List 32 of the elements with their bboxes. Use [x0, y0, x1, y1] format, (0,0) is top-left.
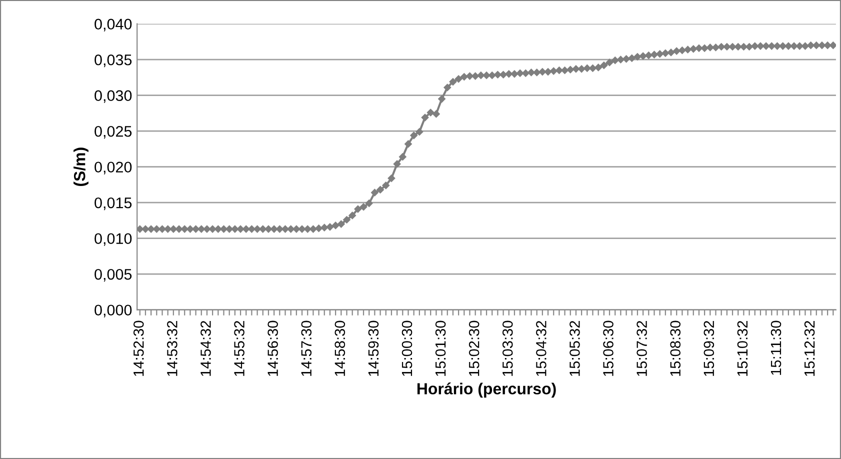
x-tick-label: 15:06:30 [603, 320, 614, 376]
y-axis-title: (S/m) [74, 148, 88, 186]
x-tick-label: 14:54:32 [200, 320, 211, 376]
x-tick-label: 14:58:30 [334, 320, 346, 376]
x-tick-label: 15:08:30 [670, 320, 681, 376]
x-tick-label: 15:10:32 [737, 320, 748, 376]
y-tick-label: 0,040 [94, 18, 132, 32]
x-tick-label: 15:07:32 [636, 320, 647, 376]
y-tick-label: 0,000 [94, 304, 132, 318]
y-tick-label: 0,035 [94, 54, 132, 68]
x-tick-label: 15:12:32 [804, 320, 815, 376]
y-tick-label: 0,020 [94, 162, 132, 174]
x-tick-label: 15:11:30 [770, 320, 782, 375]
y-tick-label: 0,010 [94, 233, 132, 246]
x-tick-label: 15:09:32 [704, 320, 714, 376]
x-tick-label: 15:04:32 [536, 320, 546, 376]
x-tick-label: 14:53:32 [167, 320, 178, 376]
x-tick-label: 15:01:30 [435, 320, 446, 376]
x-axis-title: Horário (percurso) [417, 382, 556, 398]
y-tick-label: 0,005 [94, 268, 132, 282]
y-tick-label: 0,025 [94, 126, 132, 139]
x-tick-label: 15:02:30 [468, 320, 480, 376]
x-tick-label: 15:05:32 [570, 320, 580, 376]
x-tick-label: 14:57:30 [301, 320, 312, 376]
x-tick-label: 14:56:30 [268, 320, 278, 376]
x-tick-label: 14:55:32 [234, 320, 244, 376]
y-tick-label: 0,030 [94, 90, 132, 103]
x-tick-label: 14:59:30 [368, 320, 379, 376]
x-tick-label: 15:03:30 [502, 320, 513, 376]
y-tick-label: 0,015 [94, 197, 132, 210]
x-tick-label: 15:00:30 [402, 320, 412, 376]
x-tick-label: 14:52:30 [133, 320, 144, 376]
